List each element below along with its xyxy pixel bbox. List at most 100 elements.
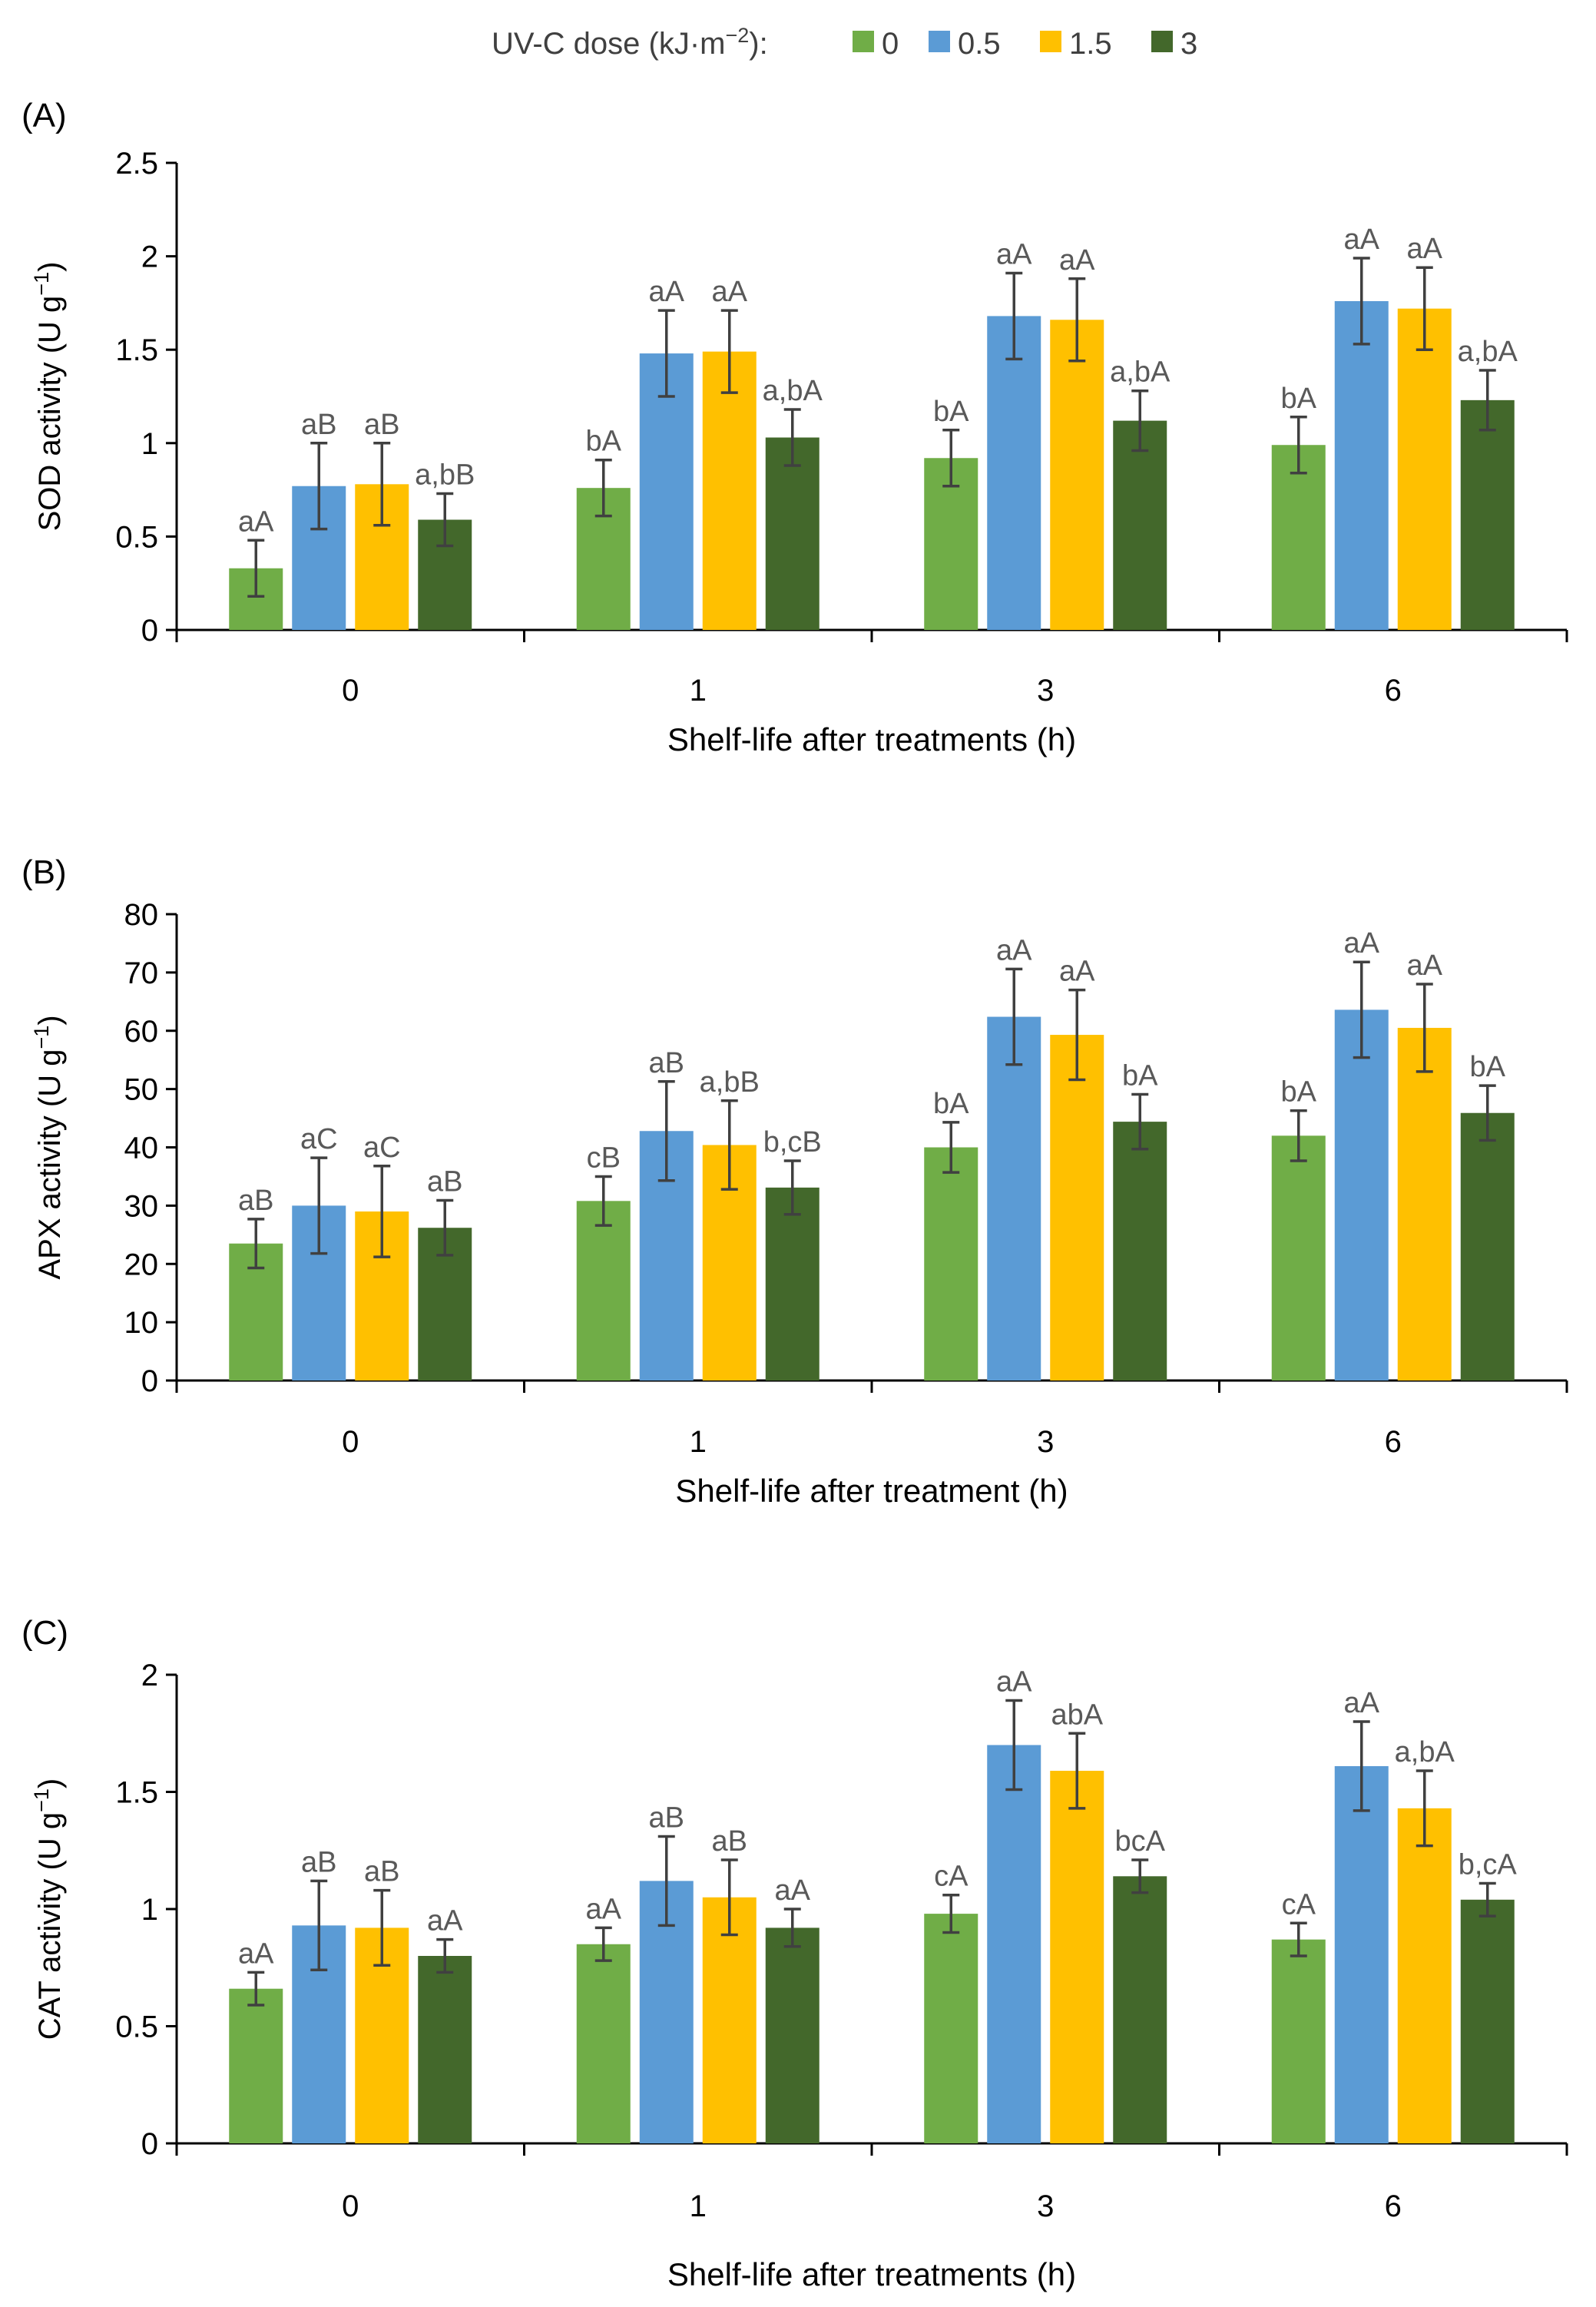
legend-label-0: 0 [882,27,899,61]
bar-3-3 [1113,1122,1167,1381]
data-label: a,bA [1458,336,1518,368]
y-tick-label: 2 [141,240,158,274]
data-label: aA [649,276,685,308]
data-label: abA [1051,1699,1103,1731]
bar-0-1 [576,1201,631,1381]
bar-3-6 [1460,1112,1515,1381]
panel-label: (A) [22,97,67,134]
data-label: cA [934,1861,969,1893]
legend-swatch-3 [1151,31,1173,52]
data-label: aA [996,934,1032,966]
panel-label: (C) [22,1614,68,1652]
chart-panel-2: (C) 0 0.5 1 1.5 2 CAT activity (U g−1) 0 1 3 6 Shel… [22,1614,1568,2292]
y-tick-label: 1 [141,427,158,461]
bar-3-0 [418,1956,472,2143]
bar-0-6 [1271,1135,1326,1381]
y-tick-label: 60 [124,1015,159,1049]
y-axis-label: APX activity (U g−1) [30,1015,67,1279]
y-axis-label: SOD activity (U g−1) [30,262,67,532]
x-tick-label: 0 [342,674,359,708]
y-tick-label: 2 [141,1659,158,1692]
data-label: b,cA [1459,1848,1518,1881]
data-label: bA [933,1088,969,1120]
data-label: aB [364,1856,399,1888]
y-tick-label: 80 [124,898,159,932]
bar-3-6 [1460,399,1515,630]
x-tick-label: 3 [1037,1425,1054,1459]
y-tick-label: 0 [141,2127,158,2161]
data-label: aB [427,1166,462,1198]
x-tick-label: 6 [1385,2189,1402,2223]
x-tick-label: 0 [342,1425,359,1459]
x-tick-label: 3 [1037,2189,1054,2223]
data-label: aA [427,1905,463,1937]
data-label: aA [1344,1687,1380,1719]
data-label: a,bA [1110,356,1171,389]
x-tick-label: 1 [690,2189,707,2223]
y-tick-label: 40 [124,1132,159,1165]
data-label: aA [1407,233,1443,265]
data-label: aB [649,1802,684,1834]
data-label: bA [1122,1059,1158,1092]
bar-0-6 [1271,1939,1326,2143]
bar-0-1 [576,1944,631,2143]
bar-0-3 [924,1914,978,2143]
x-tick-label: 0 [342,2189,359,2223]
data-label: aC [363,1132,401,1164]
chart-panel-0: (A) 0 0.5 1 1.5 2 2.5 SOD activity (U g−1) 0 1 3 6 S… [22,97,1568,757]
bar-3-6 [1460,1899,1515,2143]
y-axis-label: CAT activity (U g−1) [30,1778,67,2040]
data-label: aB [364,409,399,441]
data-label: aA [1407,950,1443,982]
data-label: aA [996,238,1032,270]
legend-swatch-0 [853,31,874,52]
x-axis-label: Shelf-life after treatment (h) [675,1473,1068,1509]
bar-1.5-1 [702,351,757,630]
data-label: aA [996,1666,1032,1699]
x-tick-label: 6 [1385,674,1402,708]
y-tick-label: 70 [124,956,159,990]
bar-0.5-6 [1334,1009,1389,1381]
data-label: cA [1282,1888,1316,1921]
y-tick-label: 20 [124,1248,159,1281]
y-tick-label: 0.5 [115,520,158,554]
y-tick-label: 50 [124,1073,159,1107]
legend-swatch-2 [1040,31,1061,52]
bar-0-6 [1271,445,1326,630]
bar-1.5-6 [1397,1808,1452,2143]
data-label: aA [238,505,274,538]
panel-label: (B) [22,854,67,891]
data-label: aA [1059,244,1095,277]
y-tick-label: 1.5 [115,333,158,367]
bar-3-1 [765,1187,820,1381]
bar-1.5-3 [1050,1771,1104,2143]
data-label: aB [712,1825,747,1858]
data-label: aB [301,409,336,441]
data-label: aA [712,276,748,308]
bar-1.5-6 [1397,308,1452,630]
data-label: aA [1344,927,1380,960]
bar-1.5-1 [702,1897,757,2143]
legend-label-1: 0.5 [958,27,1001,61]
x-tick-label: 3 [1037,674,1054,708]
bar-0-0 [229,1988,283,2143]
y-tick-label: 30 [124,1189,159,1223]
y-tick-label: 1.5 [115,1776,158,1810]
y-tick-label: 0 [141,614,158,648]
data-label: bA [1470,1051,1506,1083]
data-label: aA [775,1874,811,1907]
y-tick-label: 0 [141,1364,158,1398]
data-label: b,cB [763,1126,822,1158]
data-label: a,bA [1395,1736,1455,1768]
bar-0.5-6 [1334,1765,1389,2143]
bar-3-1 [765,437,820,630]
data-label: a,bA [763,375,823,407]
bar-0-3 [924,1147,978,1381]
legend-swatch-1 [929,31,950,52]
x-tick-label: 1 [690,674,707,708]
data-label: bA [1281,383,1317,415]
bar-3-3 [1113,1876,1167,2143]
legend: UV-C dose (kJ·m−2): 0 0.5 1.5 3 [492,24,1197,61]
